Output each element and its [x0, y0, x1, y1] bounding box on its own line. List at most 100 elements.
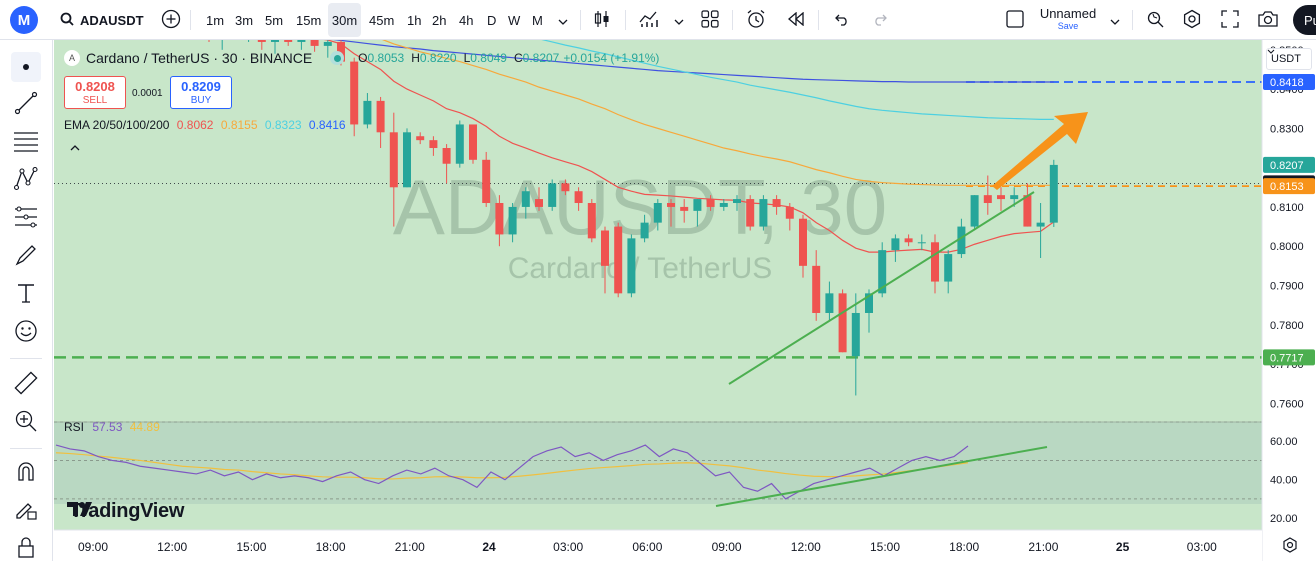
publish-button[interactable]: Pu — [1293, 5, 1316, 35]
timeframe-4h[interactable]: 4h — [459, 12, 474, 28]
ema100-line — [541, 40, 1054, 120]
fullscreen-button[interactable] — [1219, 8, 1241, 32]
layout-checkbox[interactable] — [1004, 8, 1026, 32]
zoom-tool[interactable] — [11, 408, 41, 438]
timeframe-d[interactable]: D — [487, 12, 497, 28]
indicators-dropdown[interactable] — [672, 8, 686, 32]
compare-symbol-button[interactable] — [160, 8, 182, 32]
candle-body — [812, 265, 821, 313]
time-tick-label: 21:00 — [395, 540, 425, 554]
emoji-tool[interactable] — [11, 318, 41, 348]
timeframe-30m[interactable]: 30m — [328, 3, 361, 37]
magnet-tool[interactable] — [11, 458, 41, 488]
candle-body — [469, 124, 477, 160]
timeframe-1m[interactable]: 1m — [206, 12, 225, 28]
symbol-logo: A — [64, 50, 80, 66]
currency-selector[interactable]: USDT — [1266, 48, 1312, 70]
price-tick-label: 0.8300 — [1270, 123, 1304, 135]
rsi-tick-label: 20.00 — [1270, 513, 1298, 525]
ema-legend[interactable]: EMA 20/50/100/200 0.8062 0.8155 0.8323 0… — [64, 118, 346, 132]
time-tick-label: 18:00 — [949, 540, 979, 554]
time-tick-label: 03:00 — [1187, 540, 1217, 554]
chart-type-button[interactable] — [592, 8, 612, 32]
toolbar-divider — [10, 448, 42, 449]
ema-lines — [323, 40, 1055, 253]
buy-button[interactable]: 0.8209 BUY — [170, 76, 232, 109]
brand-name: TradingView — [70, 500, 185, 522]
target-arrow — [992, 112, 1088, 190]
crosshair-tool[interactable] — [11, 52, 41, 82]
indicators-button[interactable] — [638, 8, 660, 32]
candle-body — [706, 199, 715, 207]
ohlc-o-value: 0.8053 — [367, 51, 405, 65]
rsi-tick-label: 40.00 — [1270, 475, 1298, 487]
lock-drawings-tool[interactable] — [11, 496, 41, 526]
ruler-tool[interactable] — [11, 370, 41, 400]
timeframe-3m[interactable]: 3m — [235, 12, 254, 28]
chart-legend: A Cardano / TetherUS · 30 · BINANCE O 0.8… — [64, 50, 659, 66]
camera-icon — [1257, 10, 1279, 31]
candle-body — [733, 199, 741, 204]
timeframe-dropdown[interactable] — [556, 8, 570, 32]
timeframe-5m[interactable]: 5m — [265, 12, 284, 28]
pattern-icon — [13, 166, 38, 196]
brush-tool[interactable] — [11, 242, 41, 272]
candle-body — [917, 242, 926, 244]
price-change: +0.0154 (+1.91%) — [563, 51, 660, 65]
ohlc-o-label: O — [358, 51, 368, 65]
market-open-icon — [330, 51, 345, 65]
forecast-tool[interactable] — [11, 204, 41, 234]
chart-area[interactable]: ADAUSDT, 30 Cardano / TetherUS 0.85000.8… — [54, 40, 1316, 561]
user-avatar[interactable]: M — [10, 6, 38, 34]
candle-body — [323, 41, 332, 46]
chevron-down-icon — [674, 13, 684, 28]
chart-canvas[interactable]: ADAUSDT, 30 Cardano / TetherUS 0.85000.8… — [54, 40, 1316, 561]
layout-button[interactable] — [700, 8, 720, 32]
layout-dropdown[interactable] — [1108, 8, 1122, 32]
tradingview-logo[interactable]: TradingView — [66, 500, 184, 523]
settings-button[interactable] — [1181, 8, 1203, 32]
price-axis: 0.85000.84000.83000.82000.81000.80000.79… — [1261, 40, 1316, 561]
candle-body — [535, 199, 543, 207]
rsi-legend[interactable]: RSI 57.53 44.89 — [64, 420, 160, 434]
toolbar-divider — [732, 10, 733, 30]
fib-tool[interactable] — [11, 128, 41, 158]
timeframe-2h[interactable]: 2h — [432, 12, 447, 28]
candle-body — [878, 250, 887, 294]
pattern-tool[interactable] — [11, 166, 41, 196]
ema50-line — [381, 40, 1054, 186]
candle-body — [891, 238, 900, 251]
price-label-box — [1263, 156, 1315, 173]
time-tick-label: 06:00 — [632, 540, 662, 554]
magic-search-icon — [1146, 10, 1164, 31]
projection-icon — [14, 205, 38, 233]
timeframe-1h[interactable]: 1h — [407, 12, 422, 28]
undo-button[interactable] — [832, 8, 852, 32]
candle-body — [944, 254, 953, 282]
lock-tool[interactable] — [11, 534, 41, 561]
timeframe-w[interactable]: W — [508, 12, 521, 28]
time-tick-label: 24 — [482, 540, 496, 554]
legend-title[interactable]: Cardano / TetherUS · 30 · BINANCE — [86, 50, 313, 66]
candle-body — [389, 132, 398, 188]
symbol-search-button[interactable]: ADAUSDT — [60, 8, 144, 32]
quick-search-button[interactable] — [1144, 8, 1166, 32]
toolbar-divider — [10, 358, 42, 359]
trend-line-tool[interactable] — [11, 90, 41, 120]
timeframe-m[interactable]: M — [532, 12, 543, 28]
candle-body — [376, 100, 385, 133]
sell-button[interactable]: 0.8208 SELL — [64, 76, 126, 109]
layout-name-block[interactable]: Unnamed Save — [1034, 6, 1102, 32]
timeframe-15m[interactable]: 15m — [296, 12, 322, 28]
pencil-lock-icon — [14, 497, 38, 526]
screenshot-button[interactable] — [1256, 8, 1280, 32]
replay-button[interactable] — [785, 8, 807, 32]
timeframe-45m[interactable]: 45m — [369, 12, 395, 28]
rsi-band — [54, 422, 1262, 504]
text-tool[interactable] — [11, 280, 41, 310]
price-tick-label: 0.7900 — [1270, 280, 1304, 292]
alert-button[interactable] — [745, 8, 767, 32]
price-label-box — [1263, 74, 1315, 91]
time-tick-label: 03:00 — [553, 540, 583, 554]
redo-button[interactable] — [870, 8, 890, 32]
